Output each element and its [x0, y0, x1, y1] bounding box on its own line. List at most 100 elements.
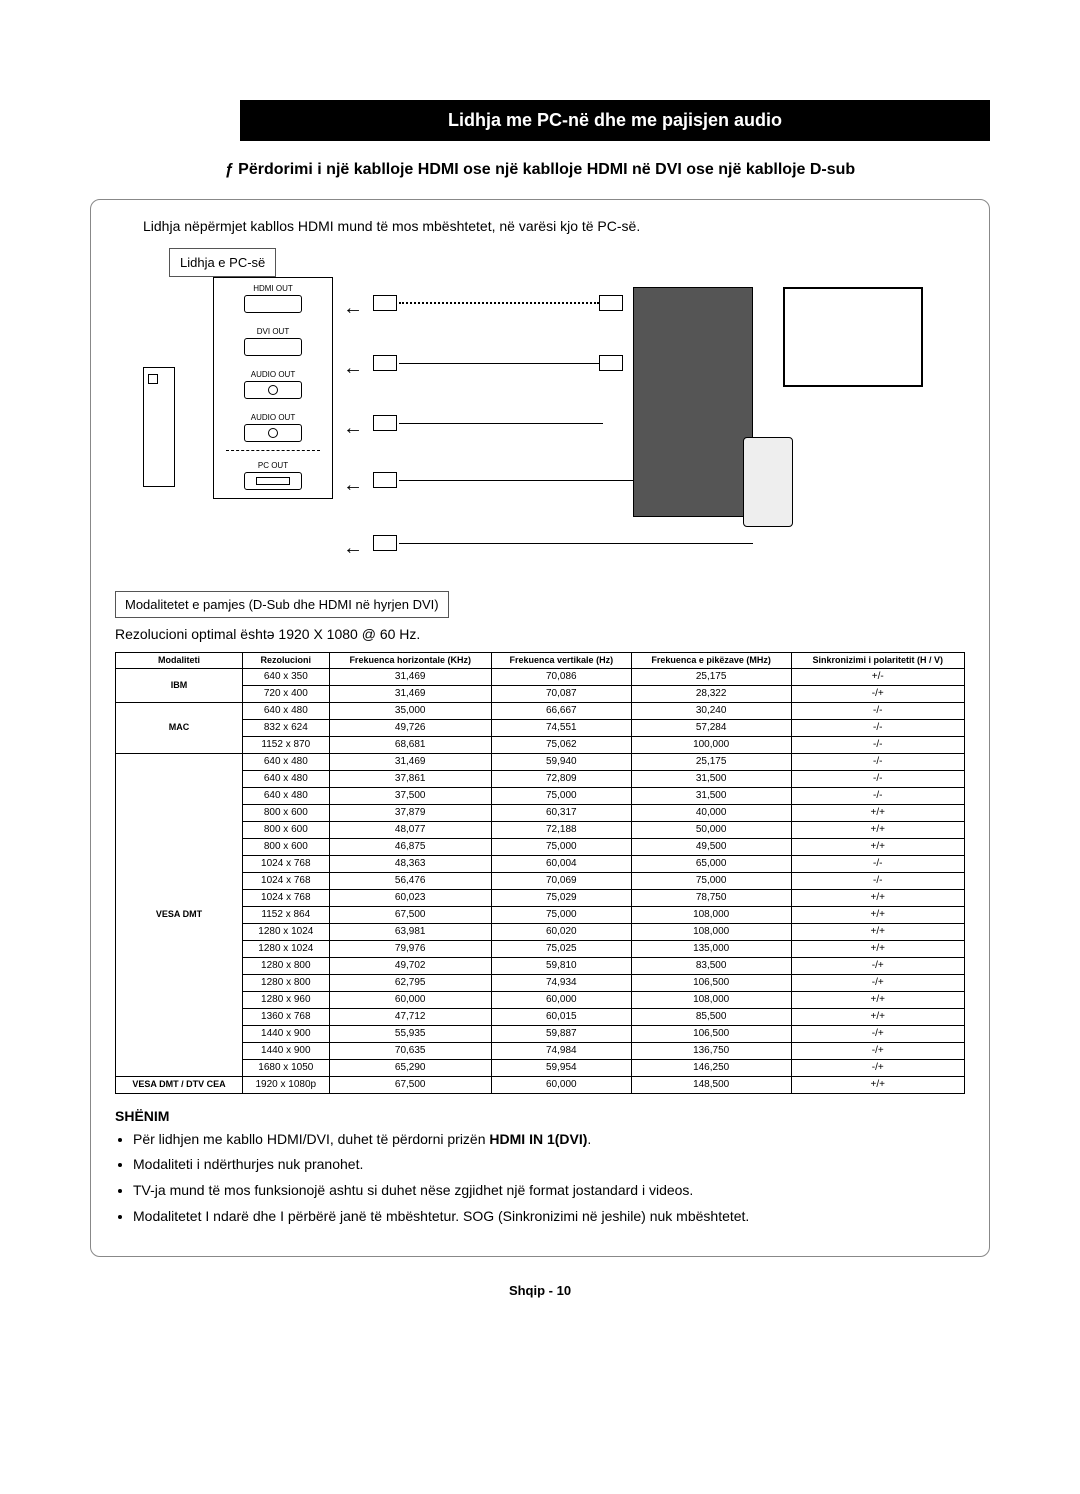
table-cell: 60,004 — [491, 855, 631, 872]
table-cell: +/+ — [791, 804, 964, 821]
table-cell: 640 x 480 — [243, 753, 330, 770]
note-item: TV-ja mund të mos funksionojë ashtu si d… — [133, 1181, 965, 1201]
arrow-left-icon: ← — [343, 297, 363, 320]
table-cell: -/+ — [791, 974, 964, 991]
table-row: IBM640 x 35031,46970,08625,175+/- — [116, 668, 965, 685]
table-row: 1280 x 96060,00060,000108,000+/+ — [116, 991, 965, 1008]
table-cell: 75,025 — [491, 940, 631, 957]
table-cell: +/+ — [791, 940, 964, 957]
table-row: 1440 x 90055,93559,887106,500-/+ — [116, 1025, 965, 1042]
table-cell: 108,000 — [631, 923, 791, 940]
table-cell: 31,469 — [329, 753, 491, 770]
page-footer: Shqip - 10 — [90, 1283, 990, 1298]
table-cell: 74,934 — [491, 974, 631, 991]
table-cell: -/- — [791, 787, 964, 804]
table-row: 1680 x 105065,29059,954146,250-/+ — [116, 1059, 965, 1076]
table-cell: +/+ — [791, 906, 964, 923]
table-cell: 108,000 — [631, 906, 791, 923]
table-cell: 75,000 — [631, 872, 791, 889]
tv-back-panel-icon — [633, 287, 753, 517]
table-header: Rezolucioni — [243, 653, 330, 669]
table-cell: 148,500 — [631, 1076, 791, 1093]
table-cell: 136,750 — [631, 1042, 791, 1059]
table-row: VESA DMT / DTV CEA1920 x 1080p67,50060,0… — [116, 1076, 965, 1093]
display-modes-label: Modalitetet e pamjes (D-Sub dhe HDMI në … — [115, 591, 449, 618]
table-cell: -/- — [791, 855, 964, 872]
table-cell: 106,500 — [631, 1025, 791, 1042]
table-cell: 75,000 — [491, 787, 631, 804]
table-cell: 135,000 — [631, 940, 791, 957]
table-cell: 108,000 — [631, 991, 791, 1008]
table-cell: 106,500 — [631, 974, 791, 991]
table-cell: 1024 x 768 — [243, 855, 330, 872]
table-cell: 72,809 — [491, 770, 631, 787]
table-cell: 800 x 600 — [243, 804, 330, 821]
arrow-left-icon: ← — [343, 357, 363, 380]
table-cell: 48,077 — [329, 821, 491, 838]
table-cell: 31,469 — [329, 668, 491, 685]
connection-diagram: HDMI OUT DVI OUT AUDIO OUT AUDIO OUT PC … — [143, 277, 965, 577]
table-cell: +/+ — [791, 889, 964, 906]
mode-cell: MAC — [116, 702, 243, 753]
table-cell: 1440 x 900 — [243, 1025, 330, 1042]
table-cell: 37,879 — [329, 804, 491, 821]
table-row: 1152 x 86467,50075,000108,000+/+ — [116, 906, 965, 923]
table-cell: -/+ — [791, 1025, 964, 1042]
table-cell: 46,875 — [329, 838, 491, 855]
table-cell: 50,000 — [631, 821, 791, 838]
mode-cell: VESA DMT / DTV CEA — [116, 1076, 243, 1093]
table-cell: 31,500 — [631, 787, 791, 804]
table-cell: 25,175 — [631, 753, 791, 770]
note-item: Modaliteti i ndërthurjes nuk pranohet. — [133, 1155, 965, 1175]
table-cell: 640 x 480 — [243, 770, 330, 787]
table-cell: -/+ — [791, 1059, 964, 1076]
table-cell: 30,240 — [631, 702, 791, 719]
table-cell: 55,935 — [329, 1025, 491, 1042]
table-cell: -/- — [791, 702, 964, 719]
table-cell: 60,000 — [491, 1076, 631, 1093]
table-cell: 1024 x 768 — [243, 889, 330, 906]
table-cell: -/- — [791, 753, 964, 770]
table-cell: 1920 x 1080p — [243, 1076, 330, 1093]
arrow-left-icon: ← — [343, 417, 363, 440]
audio-port-icon-2 — [244, 424, 302, 442]
table-cell: 67,500 — [329, 1076, 491, 1093]
table-cell: 67,500 — [329, 906, 491, 923]
table-cell: 60,023 — [329, 889, 491, 906]
dvi-plug-left-icon — [373, 355, 397, 371]
table-cell: 1024 x 768 — [243, 872, 330, 889]
display-modes-table: ModalitetiRezolucioniFrekuenca horizonta… — [115, 652, 965, 1094]
table-cell: 75,062 — [491, 736, 631, 753]
port-hdmi-out: HDMI OUT — [214, 278, 332, 293]
table-cell: -/+ — [791, 957, 964, 974]
table-row: 1280 x 80062,79574,934106,500-/+ — [116, 974, 965, 991]
port-dvi-out: DVI OUT — [214, 321, 332, 336]
arrow-left-icon: ← — [343, 474, 363, 497]
table-cell: 800 x 600 — [243, 821, 330, 838]
hdmi-port-icon — [244, 295, 302, 313]
hdmi-plug-right-icon — [599, 295, 623, 311]
table-cell: 720 x 400 — [243, 685, 330, 702]
table-cell: 70,087 — [491, 685, 631, 702]
table-cell: 1360 x 768 — [243, 1008, 330, 1025]
table-cell: 70,069 — [491, 872, 631, 889]
pc-tower-icon — [143, 367, 175, 487]
port-listing: HDMI OUT DVI OUT AUDIO OUT AUDIO OUT PC … — [213, 277, 333, 499]
table-cell: 832 x 624 — [243, 719, 330, 736]
table-cell: +/- — [791, 668, 964, 685]
table-cell: 65,000 — [631, 855, 791, 872]
table-cell: +/+ — [791, 821, 964, 838]
table-cell: 49,702 — [329, 957, 491, 974]
dvi-port-icon — [244, 338, 302, 356]
table-cell: 1440 x 900 — [243, 1042, 330, 1059]
table-header: Modaliteti — [116, 653, 243, 669]
table-row: 1024 x 76848,36360,00465,000-/- — [116, 855, 965, 872]
table-cell: -/- — [791, 770, 964, 787]
table-cell: 59,940 — [491, 753, 631, 770]
table-cell: 60,000 — [491, 991, 631, 1008]
table-cell: 37,861 — [329, 770, 491, 787]
dsub-connector-icon — [743, 437, 793, 527]
table-row: 1280 x 80049,70259,81083,500-/+ — [116, 957, 965, 974]
mode-cell: VESA DMT — [116, 753, 243, 1076]
table-cell: 640 x 480 — [243, 702, 330, 719]
